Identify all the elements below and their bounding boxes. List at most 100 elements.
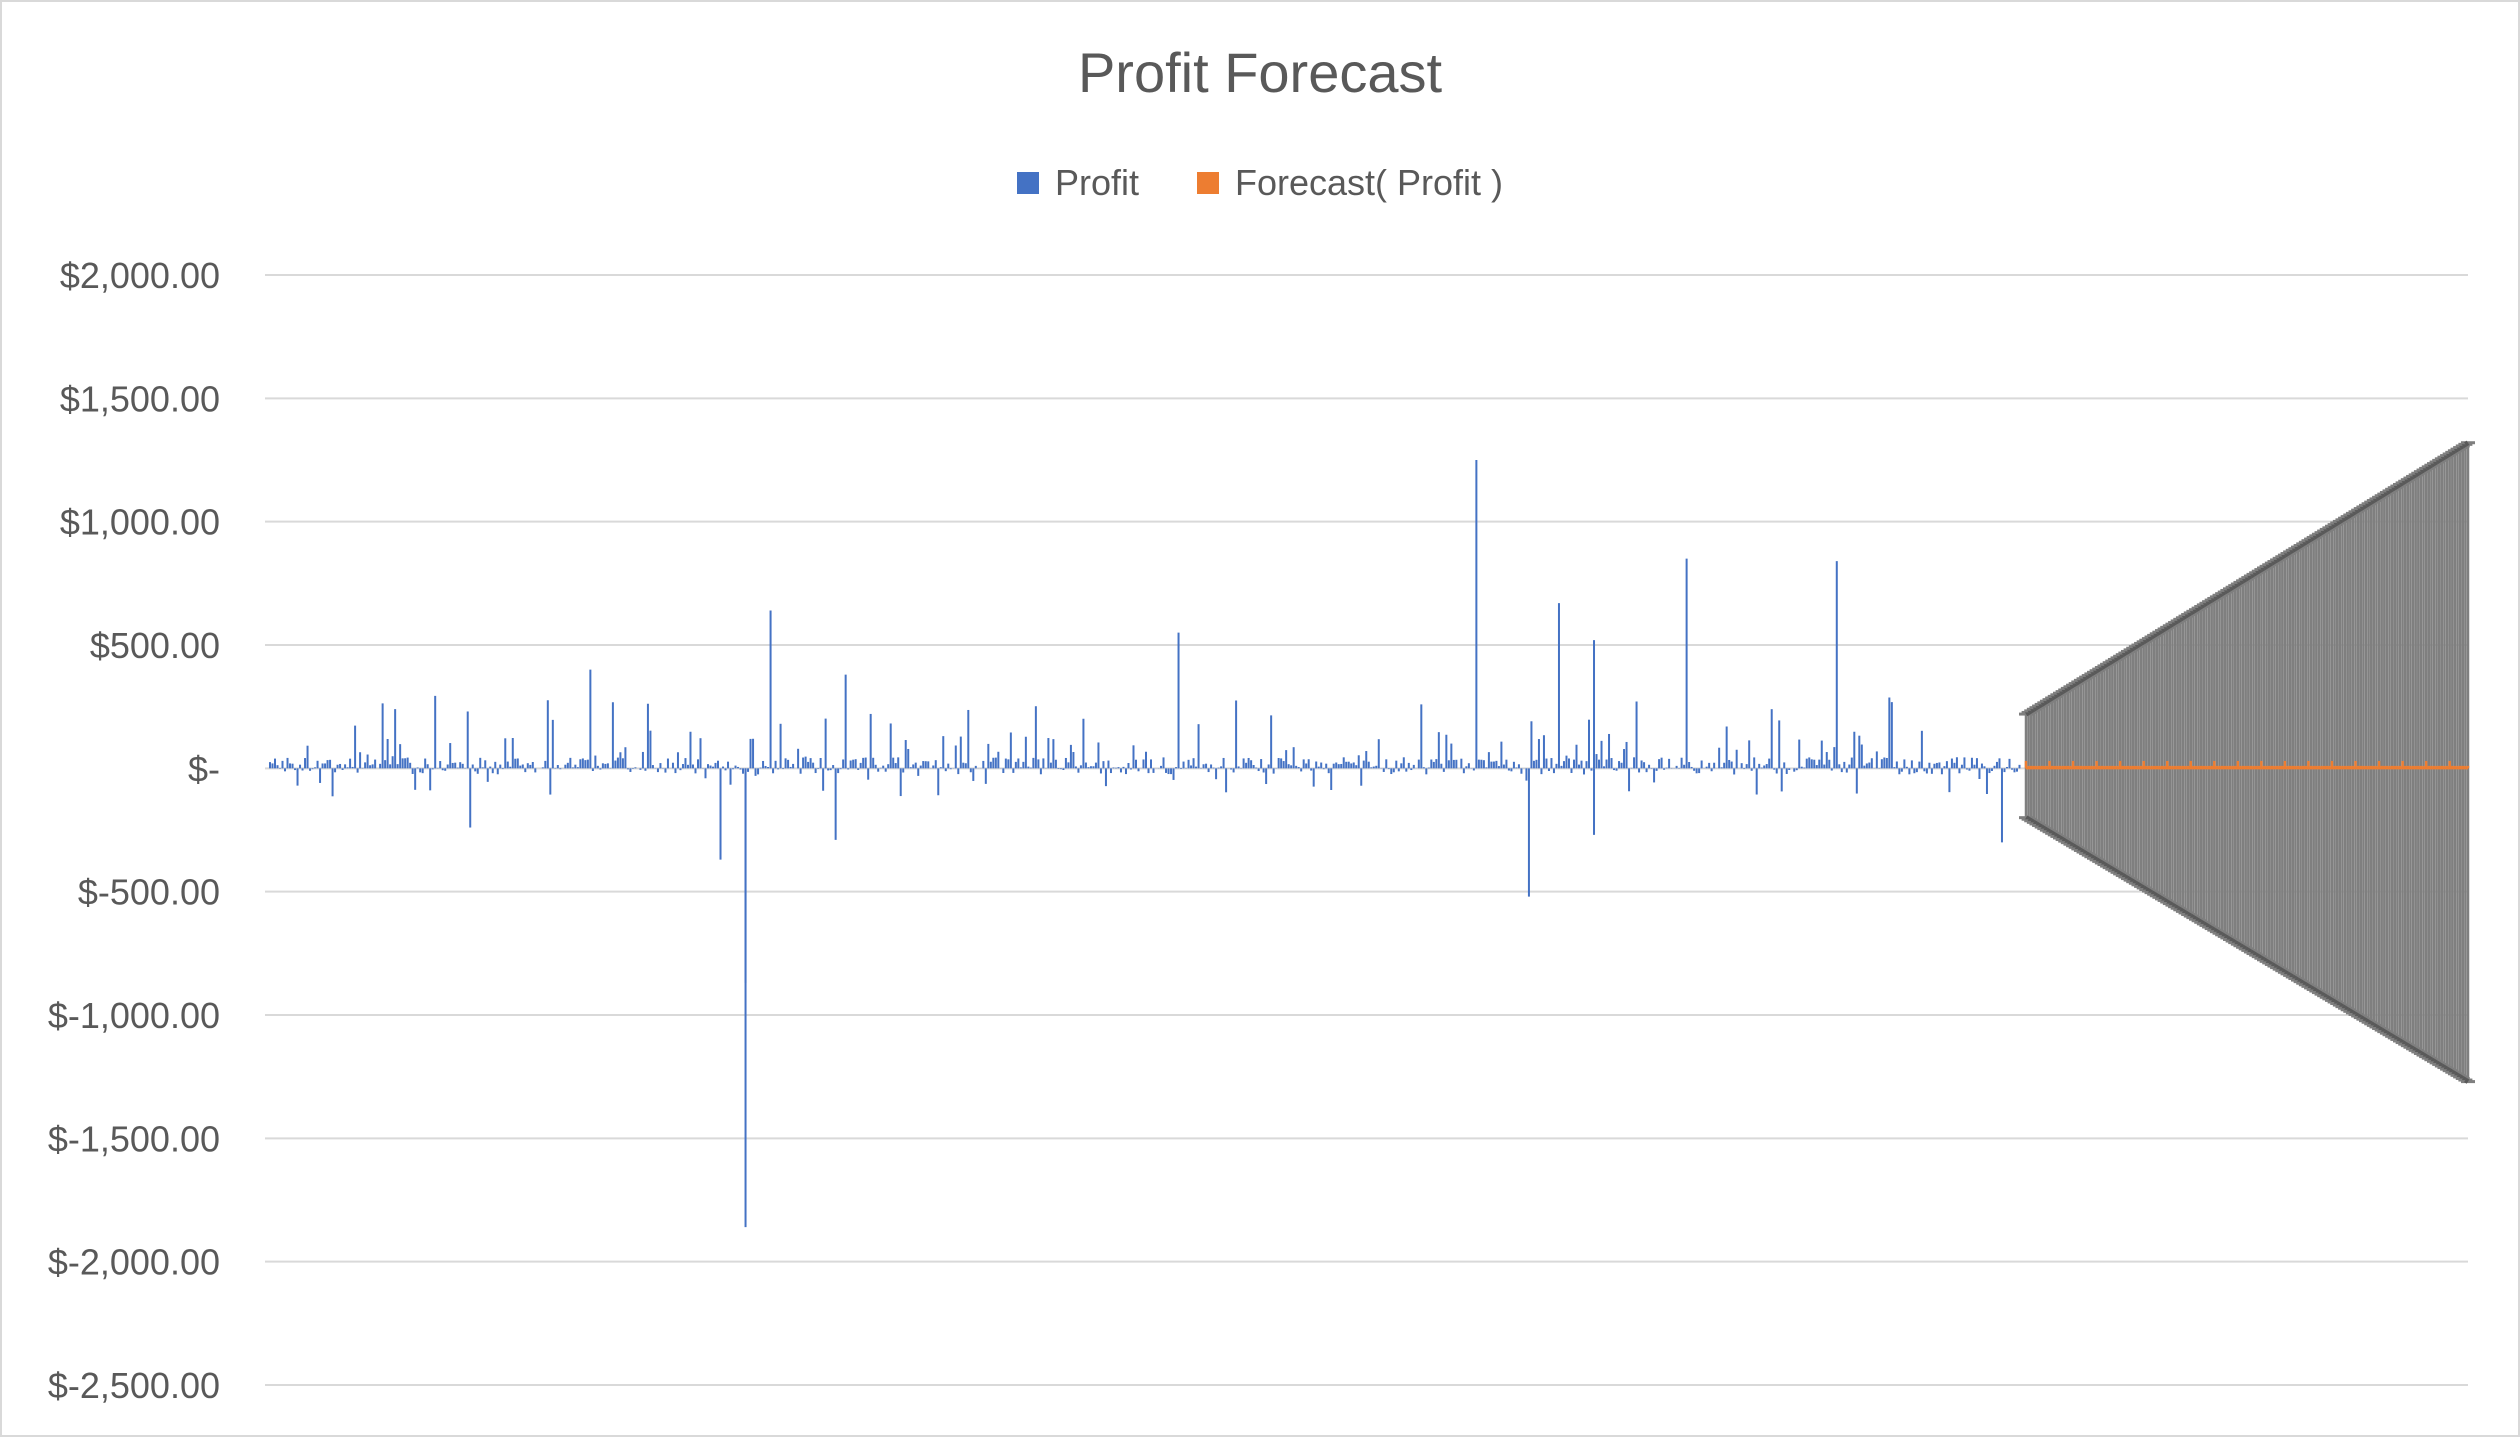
- forecast-band-edge: [2035, 821, 2041, 828]
- forecast-band-edge: [2450, 448, 2457, 455]
- forecast-band-edge: [2113, 868, 2119, 875]
- forecast-band-edge: [2076, 678, 2083, 685]
- forecast-band-edge: [2348, 511, 2355, 518]
- forecast-band-edge: [2181, 613, 2187, 620]
- forecast-band-edge: [2236, 580, 2242, 587]
- forecast-band-edge: [2139, 639, 2146, 646]
- forecast-band-edge: [2330, 998, 2336, 1005]
- forecast-band-edge: [2419, 1051, 2425, 1058]
- y-tick-label: $-: [188, 748, 220, 789]
- forecast-band-edge: [2179, 907, 2185, 914]
- forecast-band-edge: [2118, 871, 2125, 878]
- forecast-band-edge: [2291, 974, 2297, 981]
- forecast-band-edge: [2058, 689, 2064, 696]
- forecast-band-edge: [2369, 498, 2376, 505]
- forecast-band-edge: [2207, 924, 2213, 931]
- forecast-band-edge: [2231, 938, 2237, 945]
- forecast-band-edge: [2029, 818, 2036, 825]
- forecast-band-edge: [2027, 817, 2033, 823]
- forecast-band-edge: [2024, 815, 2030, 822]
- forecast-band-edge: [2090, 670, 2096, 677]
- forecast-band-edge: [2040, 824, 2046, 831]
- forecast-band-edge: [2328, 524, 2334, 530]
- forecast-band-edge: [2338, 517, 2344, 524]
- forecast-band-edge: [2406, 1043, 2412, 1050]
- forecast-band-edge: [2084, 673, 2091, 680]
- forecast-band-edge: [2165, 899, 2172, 906]
- forecast-band-edge: [2058, 835, 2064, 842]
- forecast-band-edge: [2207, 597, 2214, 604]
- forecast-band-edge: [2163, 898, 2169, 905]
- forecast-band-edge: [2304, 982, 2310, 989]
- forecast-band-edge: [2346, 512, 2352, 519]
- forecast-band-edge: [2045, 697, 2051, 704]
- forecast-band-edge: [2343, 514, 2350, 521]
- forecast-band-edge: [2158, 895, 2164, 902]
- forecast-band-edge: [2304, 538, 2310, 545]
- forecast-band-edge: [2181, 909, 2187, 916]
- forecast-band-edge: [2116, 654, 2122, 661]
- forecast-band-edge: [2453, 1071, 2459, 1078]
- forecast-band-edge: [2233, 940, 2240, 947]
- forecast-band-edge: [2437, 456, 2444, 463]
- forecast-band-edge: [2168, 901, 2174, 908]
- forecast-band-edge: [2210, 926, 2216, 933]
- forecast-band-edge: [2380, 491, 2386, 498]
- forecast-band-edge: [2241, 945, 2247, 951]
- forecast-band-edge: [2283, 970, 2289, 976]
- forecast-band-edge: [2343, 1006, 2349, 1012]
- forecast-band-edge: [2027, 708, 2033, 715]
- forecast-band-edge: [2092, 856, 2098, 862]
- y-tick-label: $1,500.00: [60, 378, 220, 419]
- forecast-band-edge: [2113, 655, 2119, 662]
- forecast-band-edge: [2061, 837, 2067, 844]
- forecast-band-edge: [2082, 849, 2088, 856]
- forecast-band-edge: [2100, 663, 2106, 670]
- forecast-band-edge: [2424, 464, 2431, 471]
- forecast-band-edge: [2296, 977, 2302, 984]
- forecast-band-edge: [2393, 1035, 2399, 1042]
- forecast-band-edge: [2270, 962, 2276, 969]
- forecast-band-edge: [2228, 937, 2234, 944]
- forecast-band-edge: [2215, 593, 2221, 599]
- forecast-band-edge: [2056, 834, 2062, 841]
- forecast-band-edge: [2369, 1021, 2376, 1028]
- forecast-band-edge: [2126, 647, 2132, 654]
- forecast-band-edge: [2103, 662, 2109, 669]
- forecast-band-edge: [2322, 527, 2329, 534]
- forecast-band-edge: [2189, 609, 2195, 616]
- forecast-band-edge: [2320, 991, 2326, 998]
- forecast-band-edge: [2252, 570, 2258, 577]
- forecast-band-edge: [2362, 1016, 2368, 1023]
- forecast-band-edge: [2283, 551, 2289, 558]
- forecast-band-edge: [2056, 691, 2062, 697]
- forecast-band-edge: [2291, 546, 2297, 553]
- forecast-band-edge: [2443, 1065, 2449, 1072]
- forecast-band-edge: [2053, 832, 2059, 839]
- forecast-band-edge: [2333, 999, 2339, 1006]
- y-tick-label: $-1,000.00: [48, 995, 220, 1036]
- forecast-band-edge: [2409, 474, 2415, 481]
- legend-item-forecast: Forecast( Profit ): [1196, 162, 1503, 204]
- forecast-band-edge: [2074, 679, 2080, 686]
- forecast-band-edge: [2435, 1060, 2441, 1067]
- forecast-band-edge: [2383, 1029, 2389, 1036]
- forecast-band-edge: [2066, 684, 2072, 691]
- forecast-band-edge: [2152, 892, 2159, 898]
- forecast-band-edge: [2035, 703, 2041, 710]
- forecast-band-edge: [2440, 1063, 2446, 1070]
- forecast-band-edge: [2396, 1037, 2402, 1044]
- forecast-band-edge: [2189, 913, 2195, 920]
- forecast-band-edge: [2043, 826, 2049, 833]
- forecast-band-edge: [2458, 1074, 2465, 1081]
- forecast-band-edge: [2262, 564, 2268, 571]
- forecast-band-edge: [2286, 549, 2292, 556]
- forecast-band-edge: [2024, 710, 2030, 717]
- forecast-band-edge: [2309, 535, 2316, 542]
- forecast-band-edge: [2338, 1002, 2344, 1009]
- forecast-band-edge: [2145, 887, 2151, 894]
- forecast-band-edge: [2257, 954, 2263, 961]
- forecast-band-edge: [2215, 929, 2221, 936]
- forecast-band-edge: [2226, 586, 2232, 593]
- forecast-band-edge: [2048, 695, 2054, 702]
